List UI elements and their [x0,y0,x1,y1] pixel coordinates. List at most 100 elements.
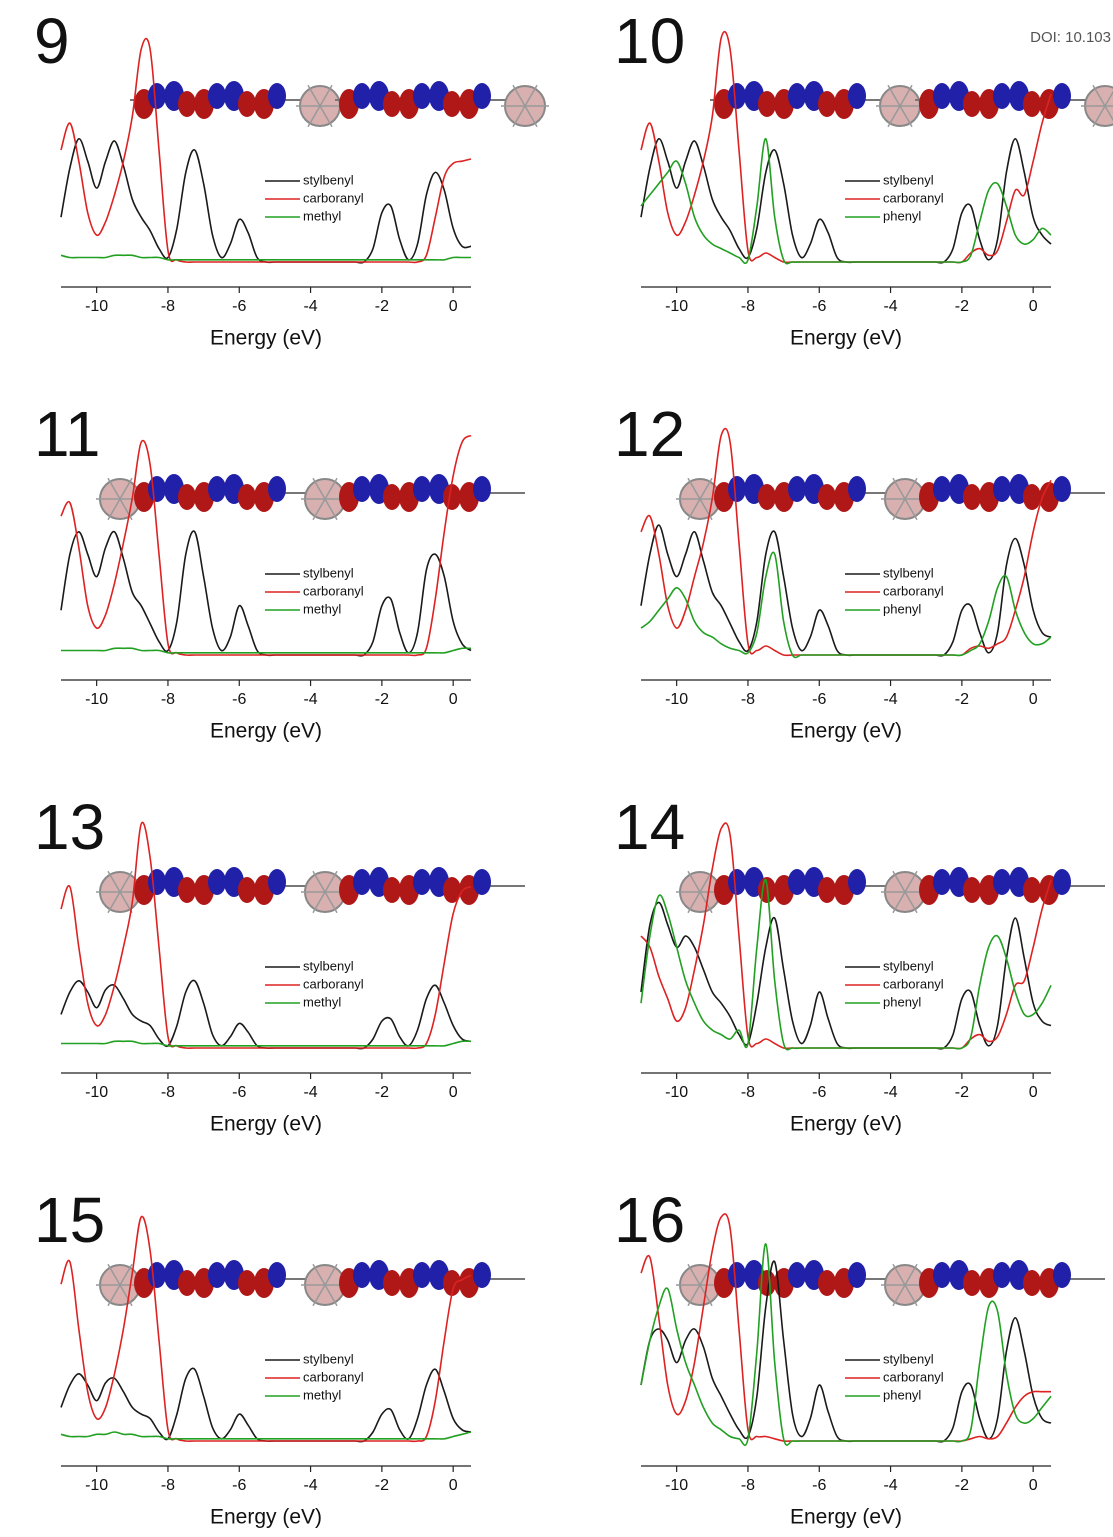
x-tick-label: -10 [665,691,688,708]
orbital-lobe [993,83,1011,109]
series-line [60,434,472,657]
series-line [640,30,1052,264]
x-tick-label: -2 [955,1084,969,1101]
cage-bond [892,891,906,914]
x-tick-label: -4 [883,1084,897,1101]
cage-bond [119,477,133,500]
cage-bond [107,891,121,914]
orbital-lobe [758,484,776,510]
x-tick-label: 0 [449,691,458,708]
orbital-lobe [473,1262,491,1288]
molecule-image [96,474,320,521]
cage-bond [107,1284,121,1307]
series-line [640,137,1052,265]
x-tick-label: -10 [85,298,108,315]
cage-bond [887,84,901,107]
orbital-lobe [238,1270,256,1296]
orbital-lobe [268,869,286,895]
series-line [60,1431,472,1440]
x-tick-label: -8 [161,298,175,315]
x-tick-label: 0 [1029,1084,1038,1101]
x-tick-label: -4 [303,298,317,315]
cage-bond [512,105,526,128]
cage-bond [899,105,913,128]
panel-number: 13 [34,791,105,863]
orbital-lobe [848,1262,866,1288]
orbital-lobe [383,484,401,510]
cage-bond [887,105,901,128]
cage-bond [307,105,321,128]
panel: 14 -10 -8 -6 -4 -2 0 Energy (eV) stylbenyl carbor… [614,791,1105,1136]
series-line [60,1215,472,1443]
legend-label: carboranyl [303,190,364,205]
cage-bond [312,498,326,521]
orbital-lobe [933,869,951,895]
orbital-lobe [963,91,981,117]
legend-label: stylbenyl [303,1351,354,1366]
orbital-lobe [178,877,196,903]
series-line [60,821,472,1050]
x-tick-label: 0 [449,1477,458,1494]
legend-label: stylbenyl [883,958,934,973]
orbital-lobe [268,476,286,502]
orbital-lobe [788,1262,806,1288]
orbital-lobe [148,476,166,502]
series-line [61,647,472,654]
cage-bond [119,870,133,893]
orbital-lobe [818,1270,836,1296]
cage-bond [904,477,918,500]
cage-bond [119,891,133,914]
x-axis-label: Energy (eV) [210,720,322,743]
legend-label: carboranyl [883,976,944,991]
x-tick-label: 0 [1029,298,1038,315]
cage-bond [312,477,326,500]
orbital-lobe [473,476,491,502]
orbital-lobe [383,91,401,117]
orbital-lobe [993,1262,1011,1288]
cage-bond [904,1284,918,1307]
orbital-lobe [208,83,226,109]
orbital-lobe [413,476,431,502]
legend-label: phenyl [883,601,921,616]
cage-bond [892,477,906,500]
orbital-lobe [238,877,256,903]
orbital-lobe [1053,83,1071,109]
cage-bond [687,498,701,521]
cage-bond [524,105,538,128]
x-tick-label: -2 [375,691,389,708]
cage-bond [312,891,326,914]
cage-bond [699,891,713,914]
x-tick-label: -4 [303,691,317,708]
orbital-lobe [238,91,256,117]
legend-label: stylbenyl [303,565,354,580]
cage-bond [119,1263,133,1286]
orbital-lobe [353,476,371,502]
x-axis-label: Energy (eV) [790,720,902,743]
x-tick-label: -6 [232,1084,246,1101]
cage-bond [107,1263,121,1286]
orbital-lobe [993,869,1011,895]
x-axis-label: Energy (eV) [790,1506,902,1529]
cage-bond [1104,90,1113,107]
orbital-lobe [728,83,746,109]
x-axis-label: Energy (eV) [210,327,322,350]
orbital-lobe [268,83,286,109]
x-tick-label: 0 [1029,691,1038,708]
x-tick-label: -4 [883,691,897,708]
legend-label: methyl [303,208,341,223]
panel-number: 15 [34,1184,105,1256]
orbital-lobe [383,877,401,903]
orbital-lobe [178,1270,196,1296]
orbital-lobe [238,484,256,510]
cage-bond [687,1263,701,1286]
series-line [61,1040,472,1047]
molecule-image [676,474,900,521]
molecule-image [96,1260,320,1307]
x-tick-label: -10 [85,1084,108,1101]
orbital-lobe [413,869,431,895]
legend-label: stylbenyl [883,172,934,187]
series-line [640,1243,1052,1447]
panel: 11 -10 -8 -6 -4 -2 0 Energy (eV) stylbenyl carbor… [34,398,525,743]
cage-bond [312,1284,326,1307]
